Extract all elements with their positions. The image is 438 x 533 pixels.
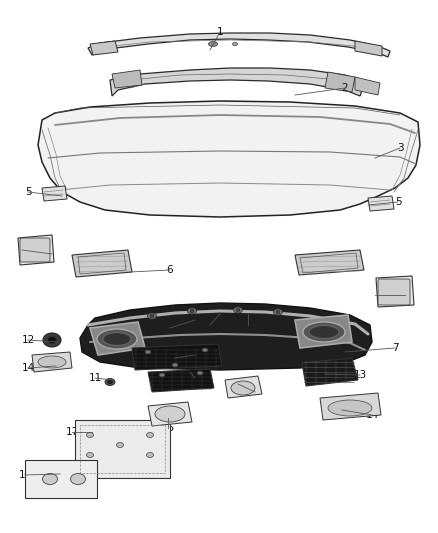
- Ellipse shape: [202, 348, 208, 352]
- Ellipse shape: [190, 310, 194, 312]
- Polygon shape: [148, 402, 192, 426]
- Text: 3: 3: [397, 143, 403, 153]
- Bar: [25, 460, 97, 498]
- Text: 5: 5: [25, 187, 31, 197]
- Ellipse shape: [148, 313, 156, 319]
- FancyBboxPatch shape: [378, 279, 410, 305]
- Text: 8: 8: [217, 309, 223, 319]
- Text: 11: 11: [88, 373, 102, 383]
- FancyBboxPatch shape: [20, 238, 50, 262]
- Text: 7: 7: [392, 343, 398, 353]
- Text: 10: 10: [188, 350, 201, 360]
- Polygon shape: [18, 235, 54, 265]
- Text: 8: 8: [192, 315, 198, 325]
- Text: 13: 13: [353, 370, 367, 380]
- Text: 16: 16: [18, 470, 32, 480]
- Polygon shape: [132, 344, 222, 370]
- Ellipse shape: [159, 373, 165, 377]
- Polygon shape: [32, 352, 72, 372]
- Polygon shape: [355, 77, 380, 95]
- Ellipse shape: [43, 333, 61, 347]
- Bar: [80, 425, 165, 473]
- Ellipse shape: [155, 406, 185, 422]
- Text: 1: 1: [217, 27, 223, 37]
- Polygon shape: [355, 41, 382, 56]
- Text: 14: 14: [365, 410, 378, 420]
- Text: 15: 15: [161, 423, 175, 433]
- Polygon shape: [42, 186, 67, 201]
- Ellipse shape: [86, 432, 93, 438]
- Polygon shape: [368, 196, 394, 211]
- Ellipse shape: [146, 453, 153, 457]
- Ellipse shape: [197, 371, 203, 375]
- Ellipse shape: [86, 453, 93, 457]
- Text: 14: 14: [21, 363, 35, 373]
- Ellipse shape: [103, 333, 131, 345]
- Ellipse shape: [273, 309, 283, 315]
- Text: 2: 2: [342, 83, 348, 93]
- Polygon shape: [325, 72, 355, 92]
- Text: 12: 12: [21, 335, 35, 345]
- Ellipse shape: [303, 322, 345, 342]
- Ellipse shape: [47, 336, 57, 343]
- Text: 9: 9: [252, 387, 258, 397]
- Ellipse shape: [145, 350, 151, 354]
- Ellipse shape: [150, 314, 154, 318]
- Ellipse shape: [231, 381, 255, 395]
- Polygon shape: [38, 101, 420, 217]
- Polygon shape: [225, 376, 262, 398]
- Text: 10: 10: [188, 373, 201, 383]
- Polygon shape: [80, 303, 372, 370]
- Text: 4: 4: [402, 290, 408, 300]
- Ellipse shape: [105, 378, 115, 385]
- Text: 6: 6: [167, 265, 173, 275]
- Ellipse shape: [276, 311, 280, 313]
- Ellipse shape: [208, 42, 218, 46]
- Polygon shape: [148, 369, 214, 392]
- Ellipse shape: [187, 308, 197, 314]
- Ellipse shape: [117, 442, 124, 448]
- Ellipse shape: [172, 363, 178, 367]
- Text: 5: 5: [395, 197, 401, 207]
- Ellipse shape: [233, 307, 243, 313]
- Polygon shape: [112, 70, 142, 88]
- Polygon shape: [72, 250, 132, 277]
- Ellipse shape: [328, 400, 372, 416]
- Ellipse shape: [107, 380, 113, 384]
- Polygon shape: [90, 322, 145, 355]
- Ellipse shape: [38, 356, 66, 368]
- Ellipse shape: [233, 43, 237, 45]
- Text: 8: 8: [245, 309, 251, 319]
- Text: 4: 4: [19, 245, 25, 255]
- Polygon shape: [88, 33, 390, 57]
- Polygon shape: [302, 358, 358, 386]
- Polygon shape: [110, 68, 365, 96]
- Ellipse shape: [309, 326, 339, 338]
- Ellipse shape: [146, 432, 153, 438]
- Polygon shape: [90, 41, 118, 55]
- Text: 17: 17: [65, 427, 79, 437]
- Polygon shape: [376, 276, 414, 307]
- Polygon shape: [295, 315, 352, 348]
- Ellipse shape: [236, 309, 240, 311]
- Polygon shape: [320, 393, 381, 420]
- Bar: [75, 420, 170, 478]
- Ellipse shape: [97, 329, 137, 349]
- Ellipse shape: [42, 473, 57, 484]
- Polygon shape: [295, 250, 364, 275]
- Ellipse shape: [71, 473, 85, 484]
